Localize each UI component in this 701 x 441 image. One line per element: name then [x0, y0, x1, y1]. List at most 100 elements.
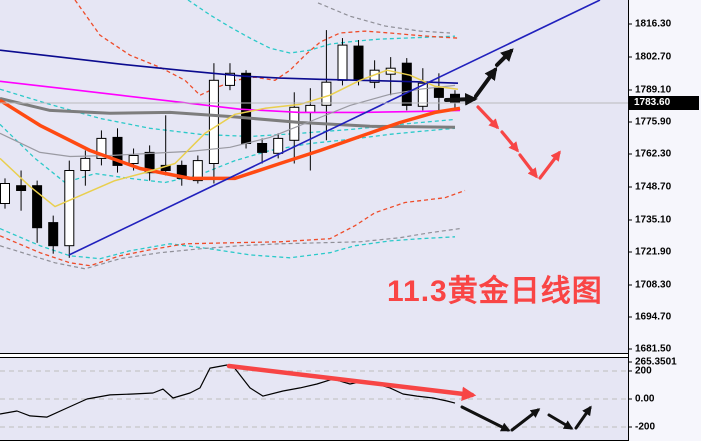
- candle: [144, 145, 155, 181]
- candle: [176, 160, 187, 186]
- tick-label: 1694.70: [635, 311, 672, 323]
- tick-mark: [628, 316, 632, 318]
- drawn-black-arrow: [495, 48, 514, 67]
- tick-label: 1748.70: [635, 181, 672, 193]
- darkblue-ma: [0, 49, 459, 84]
- drawn-red-arrow: [538, 150, 561, 180]
- price-tick: 1735.10: [628, 214, 671, 225]
- price-tick: 1816.30: [628, 19, 671, 30]
- cyan-band-lower: [0, 228, 456, 260]
- tick-mark: [628, 426, 632, 428]
- tick-label: 0.00: [635, 393, 655, 405]
- indicator-canvas: [0, 363, 628, 432]
- chart-annotation-text: 11.3黄金日线图: [387, 275, 603, 308]
- candle: [0, 178, 10, 209]
- panel-black-arrow: [547, 413, 574, 430]
- indicator-line: [0, 364, 456, 418]
- tick-mark: [628, 284, 632, 286]
- candle: [337, 38, 348, 86]
- gray-thin-ma: [0, 84, 456, 158]
- candle: [401, 58, 412, 111]
- candle: [16, 170, 27, 211]
- tick-mark: [628, 219, 632, 221]
- yellow-ma: [0, 69, 459, 208]
- panel-black-arrow: [510, 408, 541, 432]
- price-tick: 1802.70: [628, 51, 671, 62]
- price-axis[interactable]: [629, 0, 701, 441]
- panel-black-arrow: [574, 405, 592, 430]
- tick-label: 1708.30: [635, 279, 672, 291]
- indicator-tick: 200: [628, 366, 652, 377]
- candle: [96, 130, 107, 166]
- orange-ma: [0, 98, 461, 181]
- cyan-band-upper: [187, 0, 456, 54]
- main-chart-plot[interactable]: [0, 0, 628, 354]
- tick-mark: [628, 153, 632, 155]
- tick-label: 1816.30: [635, 18, 672, 30]
- tick-mark: [628, 23, 632, 25]
- candle: [257, 138, 268, 164]
- candle: [225, 63, 235, 91]
- drawn-black-arrow: [444, 92, 478, 106]
- price-tick: 1681.50: [628, 344, 671, 355]
- indicator-tick: -200: [628, 421, 655, 432]
- tick-label: 1775.90: [635, 116, 672, 128]
- tick-mark: [628, 186, 632, 188]
- gray-thick-ma: [0, 96, 456, 129]
- tick-mark: [628, 361, 632, 363]
- gray-band-lower: [0, 228, 461, 270]
- panel-black-arrow: [460, 405, 511, 432]
- tick-label: 1735.10: [635, 214, 672, 226]
- panel-splitter[interactable]: [0, 354, 701, 358]
- indicator-panel[interactable]: [0, 358, 628, 441]
- gray-band-upper: [317, 2, 451, 34]
- indicator-tick: 0.00: [628, 394, 654, 405]
- candle: [433, 73, 444, 113]
- price-tick: 1708.30: [628, 279, 671, 290]
- candles-group: [0, 30, 460, 258]
- red-band-upper: [74, 0, 459, 96]
- indicator-value-tick: 265.3501: [628, 357, 677, 368]
- candle: [32, 180, 43, 243]
- current-price-tag: 1783.60: [629, 96, 699, 110]
- tick-mark: [628, 121, 632, 123]
- tick-mark: [628, 370, 632, 372]
- candle: [112, 128, 123, 173]
- current-price-value: 1783.60: [634, 97, 671, 108]
- tick-label: 1762.30: [635, 148, 672, 160]
- candle: [64, 160, 75, 258]
- drawn-red-arrow: [500, 130, 519, 153]
- tick-label: 265.3501: [635, 356, 677, 368]
- drawn-black-arrow: [474, 66, 498, 98]
- tick-label: 200: [635, 365, 652, 377]
- tick-label: -200: [635, 421, 656, 433]
- price-tick: 1762.30: [628, 149, 671, 160]
- price-axis-line: [628, 0, 629, 441]
- tick-label: 1802.70: [635, 51, 672, 63]
- candle: [48, 215, 59, 254]
- tick-mark: [628, 251, 632, 253]
- tick-mark: [628, 398, 632, 400]
- panel-red-arrow: [226, 363, 477, 401]
- candle: [385, 57, 396, 96]
- drawn-red-arrow: [518, 153, 538, 179]
- ascending-trendline: [68, 0, 601, 256]
- tick-mark: [628, 89, 632, 91]
- price-tick: 1694.70: [628, 312, 671, 323]
- tick-label: 1721.90: [635, 246, 672, 258]
- magenta-ma: [0, 80, 461, 114]
- tick-label: 1789.10: [635, 84, 672, 96]
- candlestick-chart-canvas: [0, 0, 628, 270]
- price-tick: 1748.70: [628, 182, 671, 193]
- drawn-red-arrow: [476, 105, 500, 130]
- price-tick: 1789.10: [628, 84, 671, 95]
- cyan-band-mid-a: [0, 88, 456, 138]
- candle: [321, 30, 332, 141]
- tick-label: 1681.50: [635, 343, 672, 355]
- candle: [208, 63, 219, 184]
- tick-mark: [628, 348, 632, 350]
- price-tick: 1775.90: [628, 116, 671, 127]
- price-tick: 1721.90: [628, 246, 671, 257]
- tick-mark: [628, 56, 632, 58]
